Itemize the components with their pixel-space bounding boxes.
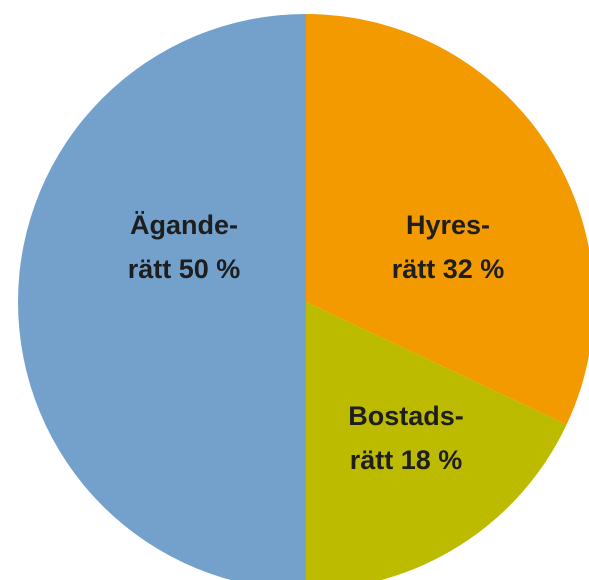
pie-slice-label-0: Hyres-rätt 32 %	[392, 210, 505, 284]
pie-slice-label-1: Bostads-rätt 18 %	[348, 401, 464, 475]
pie-slice-1	[306, 302, 567, 580]
pie-slice-label-line2: rätt 18 %	[350, 445, 463, 475]
pie-slice-label-line2: rätt 32 %	[392, 254, 505, 284]
pie-slice-label-line1: Hyres-	[406, 210, 490, 240]
pie-slice-0	[306, 14, 589, 425]
pie-slices	[18, 14, 589, 580]
pie-slice-label-line1: Bostads-	[348, 401, 464, 431]
pie-slice-label-2: Ägande-rätt 50 %	[128, 210, 241, 284]
pie-slice-label-line1: Ägande-	[130, 210, 238, 240]
pie-labels: Hyres-rätt 32 % Bostads-rätt 18 % Ägande-r…	[128, 210, 505, 475]
pie-slice-label-line2: rätt 50 %	[128, 254, 241, 284]
pie-slice-2	[18, 14, 306, 580]
